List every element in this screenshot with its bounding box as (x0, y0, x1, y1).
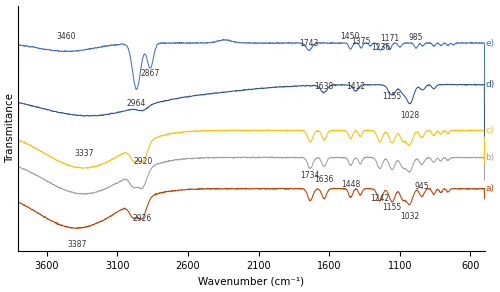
Text: 1155: 1155 (382, 92, 402, 101)
X-axis label: Wavenumber (cm⁻¹): Wavenumber (cm⁻¹) (198, 277, 304, 286)
Text: d): d) (486, 80, 494, 89)
Text: 1032: 1032 (400, 212, 419, 221)
Text: 985: 985 (409, 33, 424, 42)
Text: b): b) (486, 153, 494, 162)
Text: 3337: 3337 (74, 149, 94, 158)
Text: 2920: 2920 (133, 157, 152, 166)
Text: 1155: 1155 (382, 203, 402, 212)
Text: 945: 945 (414, 182, 429, 190)
Text: 1375: 1375 (352, 37, 370, 46)
Text: 1448: 1448 (341, 180, 360, 189)
Text: 1734: 1734 (300, 171, 320, 180)
Text: 1236: 1236 (371, 43, 390, 52)
Text: 2926: 2926 (132, 214, 152, 223)
Text: 1638: 1638 (314, 82, 334, 91)
Text: 1028: 1028 (400, 111, 419, 120)
Text: 1636: 1636 (314, 175, 334, 184)
Text: 1450: 1450 (340, 32, 360, 41)
Text: 1171: 1171 (380, 34, 400, 43)
Text: 1743: 1743 (300, 39, 318, 48)
Text: 3387: 3387 (67, 240, 86, 249)
Text: 1242: 1242 (370, 194, 390, 203)
Text: c): c) (486, 126, 494, 135)
Text: 3460: 3460 (56, 32, 76, 41)
Y-axis label: Transmitance: Transmitance (6, 93, 16, 163)
Text: a): a) (486, 184, 494, 193)
Text: 1412: 1412 (346, 82, 366, 91)
Text: e): e) (486, 39, 494, 48)
Text: 2964: 2964 (127, 99, 146, 108)
Text: 2867: 2867 (140, 69, 160, 79)
